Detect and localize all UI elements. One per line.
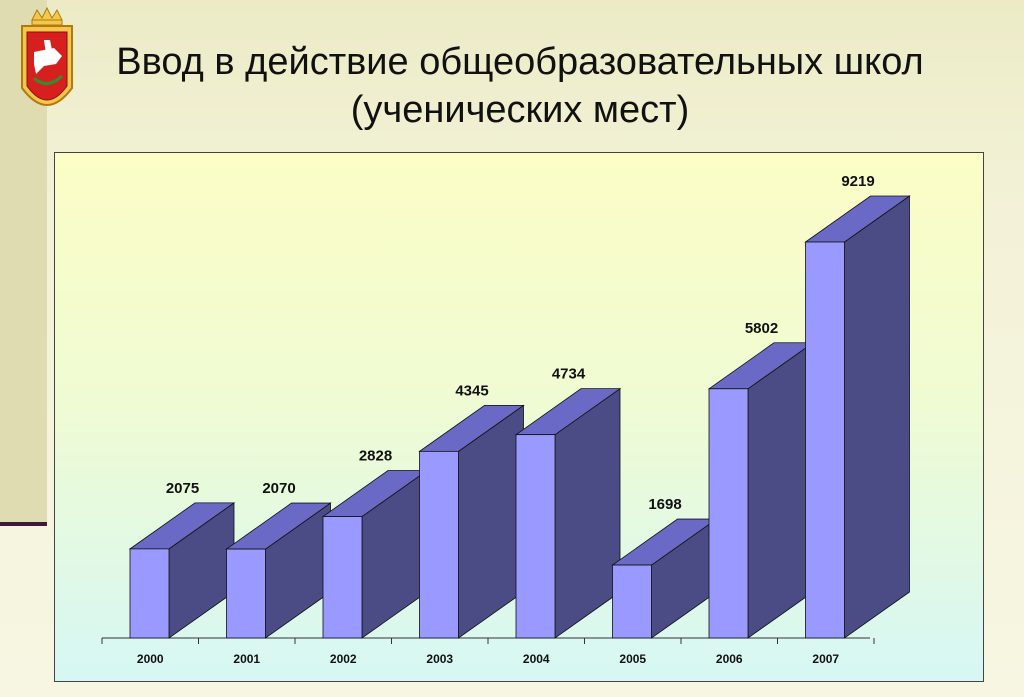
page-title: Ввод в действие общеобразовательных школ…	[60, 38, 980, 134]
bar-side-2006	[747, 342, 814, 639]
x-tick-label-2006: 2006	[716, 652, 743, 666]
x-tick-label-2004: 2004	[523, 652, 550, 666]
bar-2007	[805, 241, 845, 639]
x-tick-label-2002: 2002	[330, 652, 357, 666]
x-tick-label-2007: 2007	[812, 652, 839, 666]
bar-2000	[129, 548, 170, 639]
data-label-2004: 4734	[552, 366, 586, 383]
bar-2004	[515, 434, 556, 639]
data-label-2000: 2075	[166, 480, 199, 497]
title-line-2: (ученических мест)	[350, 89, 690, 131]
data-label-2001: 2070	[262, 480, 295, 497]
data-label-2006: 5802	[745, 320, 778, 337]
bar-2003	[419, 450, 459, 639]
x-tick-label-2003: 2003	[426, 652, 453, 666]
data-label-2002: 2828	[359, 448, 392, 465]
left-decor-rule	[0, 522, 47, 526]
bar-2005	[612, 564, 652, 639]
data-label-2005: 1698	[648, 496, 681, 513]
x-tick-label-2005: 2005	[619, 652, 646, 666]
title-line-1: Ввод в действие общеобразовательных школ	[116, 41, 924, 83]
data-label-2007: 9219	[841, 173, 874, 190]
moscow-oblast-coat-of-arms-icon	[21, 6, 73, 106]
bar-2001	[226, 548, 266, 639]
bar-2006	[708, 388, 749, 639]
bar-2002	[322, 516, 363, 639]
x-tick-label-2001: 2001	[233, 652, 260, 666]
x-tick-label-2000: 2000	[137, 652, 164, 666]
bar-side-2007	[844, 195, 910, 639]
data-label-2003: 4345	[455, 382, 488, 399]
